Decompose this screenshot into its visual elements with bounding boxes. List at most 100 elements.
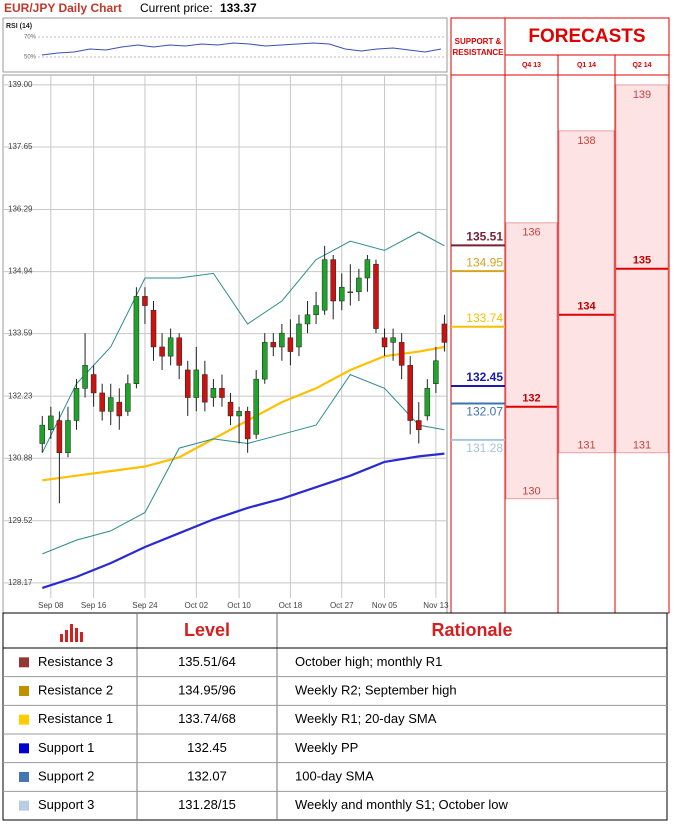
rsi-panel (2, 17, 448, 73)
forecast-range (505, 222, 558, 500)
rsi-line (41, 42, 442, 56)
level-label: 134.95 (466, 255, 503, 269)
x-tick-label: Sep 24 (132, 601, 158, 610)
candle-body (321, 259, 328, 311)
candle-body (90, 374, 97, 394)
y-tick-label: 136.29 (8, 205, 33, 214)
candle-body (65, 420, 71, 453)
swatch (19, 657, 29, 668)
price-value: 133.37 (220, 1, 257, 15)
indicator-line (41, 231, 445, 453)
chart-title: EUR/JPY Daily Chart (4, 1, 122, 15)
candle-body (99, 392, 105, 412)
candle-body (398, 342, 405, 366)
level-label: 132.07 (466, 405, 503, 419)
candle-body (381, 337, 388, 348)
y-tick-label: 50% (24, 55, 37, 61)
swatch (19, 714, 29, 725)
row-level: 132.07 (187, 768, 227, 783)
forecast-low: 130 (522, 486, 540, 498)
candle-body (347, 291, 354, 294)
candle-body (244, 411, 251, 440)
x-tick-label: Nov 05 (372, 601, 398, 610)
x-tick-label: Oct 10 (227, 601, 251, 610)
y-tick-label: 137.65 (8, 142, 33, 151)
candle-body (159, 346, 165, 357)
row-level: 134.95/96 (178, 682, 236, 697)
row-rationale: Weekly and monthly S1; October low (295, 797, 509, 812)
candle-body (150, 309, 157, 348)
y-tick-label: 130.88 (8, 453, 33, 462)
candle-body (219, 388, 225, 398)
row-label: Support 1 (38, 740, 94, 755)
sr-header: RESISTANCE (453, 48, 505, 57)
price-label: Current price: (140, 1, 213, 15)
forecast-title: FORECASTS (528, 26, 645, 47)
x-tick-label: Sep 16 (81, 601, 107, 610)
row-rationale: Weekly PP (295, 740, 358, 755)
row-rationale: 100-day SMA (295, 768, 374, 783)
row-label: Resistance 3 (38, 654, 113, 669)
row-label: Resistance 1 (38, 711, 113, 726)
row-rationale: Weekly R1; 20-day SMA (295, 711, 437, 726)
candle-body (176, 337, 182, 366)
candle-body (270, 342, 277, 348)
forecast-low: 131 (577, 440, 595, 452)
y-tick-label: 133.59 (8, 329, 33, 338)
candle-body (441, 323, 448, 343)
candle-body (184, 369, 191, 398)
candle-body (296, 323, 302, 348)
candle-body (167, 337, 174, 357)
swatch (19, 800, 29, 811)
row-label: Support 2 (38, 768, 94, 783)
swatch (19, 686, 29, 696)
x-tick-label: Oct 27 (330, 601, 354, 610)
candle-body (202, 374, 208, 403)
y-tick-label: 128.17 (8, 578, 33, 587)
candle-body (253, 378, 259, 435)
swatch (19, 743, 29, 754)
candle-body (356, 277, 362, 293)
forecast-high: 138 (577, 135, 595, 147)
row-label: Support 3 (38, 797, 94, 812)
candle-body (313, 305, 319, 316)
y-tick-label: 139.00 (8, 80, 33, 89)
x-tick-label: Oct 02 (185, 601, 209, 610)
quarter-label: Q4 13 (522, 62, 541, 69)
candle-body (287, 337, 294, 352)
y-tick-label: 129.52 (8, 516, 33, 525)
candle-body (330, 259, 336, 302)
indicator-line (41, 452, 445, 589)
quarter-label: Q1 14 (577, 62, 596, 69)
candle-body (193, 369, 200, 398)
candle-body (56, 420, 63, 453)
row-level: 132.45 (187, 740, 227, 755)
candle-body (210, 388, 217, 398)
candle-body (39, 424, 46, 444)
candle-body (125, 383, 131, 412)
level-label: 135.51 (466, 230, 503, 244)
row-level: 135.51/64 (178, 654, 236, 669)
price-panel (2, 74, 448, 614)
forecast-value: 135 (633, 255, 651, 267)
level-label: 131.28 (466, 441, 503, 455)
candle-body (433, 360, 439, 384)
forecast-high: 136 (522, 227, 540, 239)
x-tick-label: Nov 13 (423, 601, 449, 610)
level-label: 132.45 (466, 370, 503, 384)
candle-body (261, 342, 268, 380)
candle-body (142, 296, 148, 306)
candle-body (390, 337, 396, 343)
candle-body (279, 332, 285, 348)
y-tick-label: 70% (24, 35, 37, 41)
candle-body (424, 388, 431, 417)
row-level: 131.28/15 (178, 797, 236, 812)
level-label: 133.74 (466, 311, 503, 325)
forecast-low: 131 (633, 440, 651, 452)
candle-body (107, 397, 114, 412)
forecast-range (558, 130, 615, 454)
candle-body (304, 314, 311, 325)
candle-body (373, 263, 379, 329)
candle-body (339, 286, 345, 302)
